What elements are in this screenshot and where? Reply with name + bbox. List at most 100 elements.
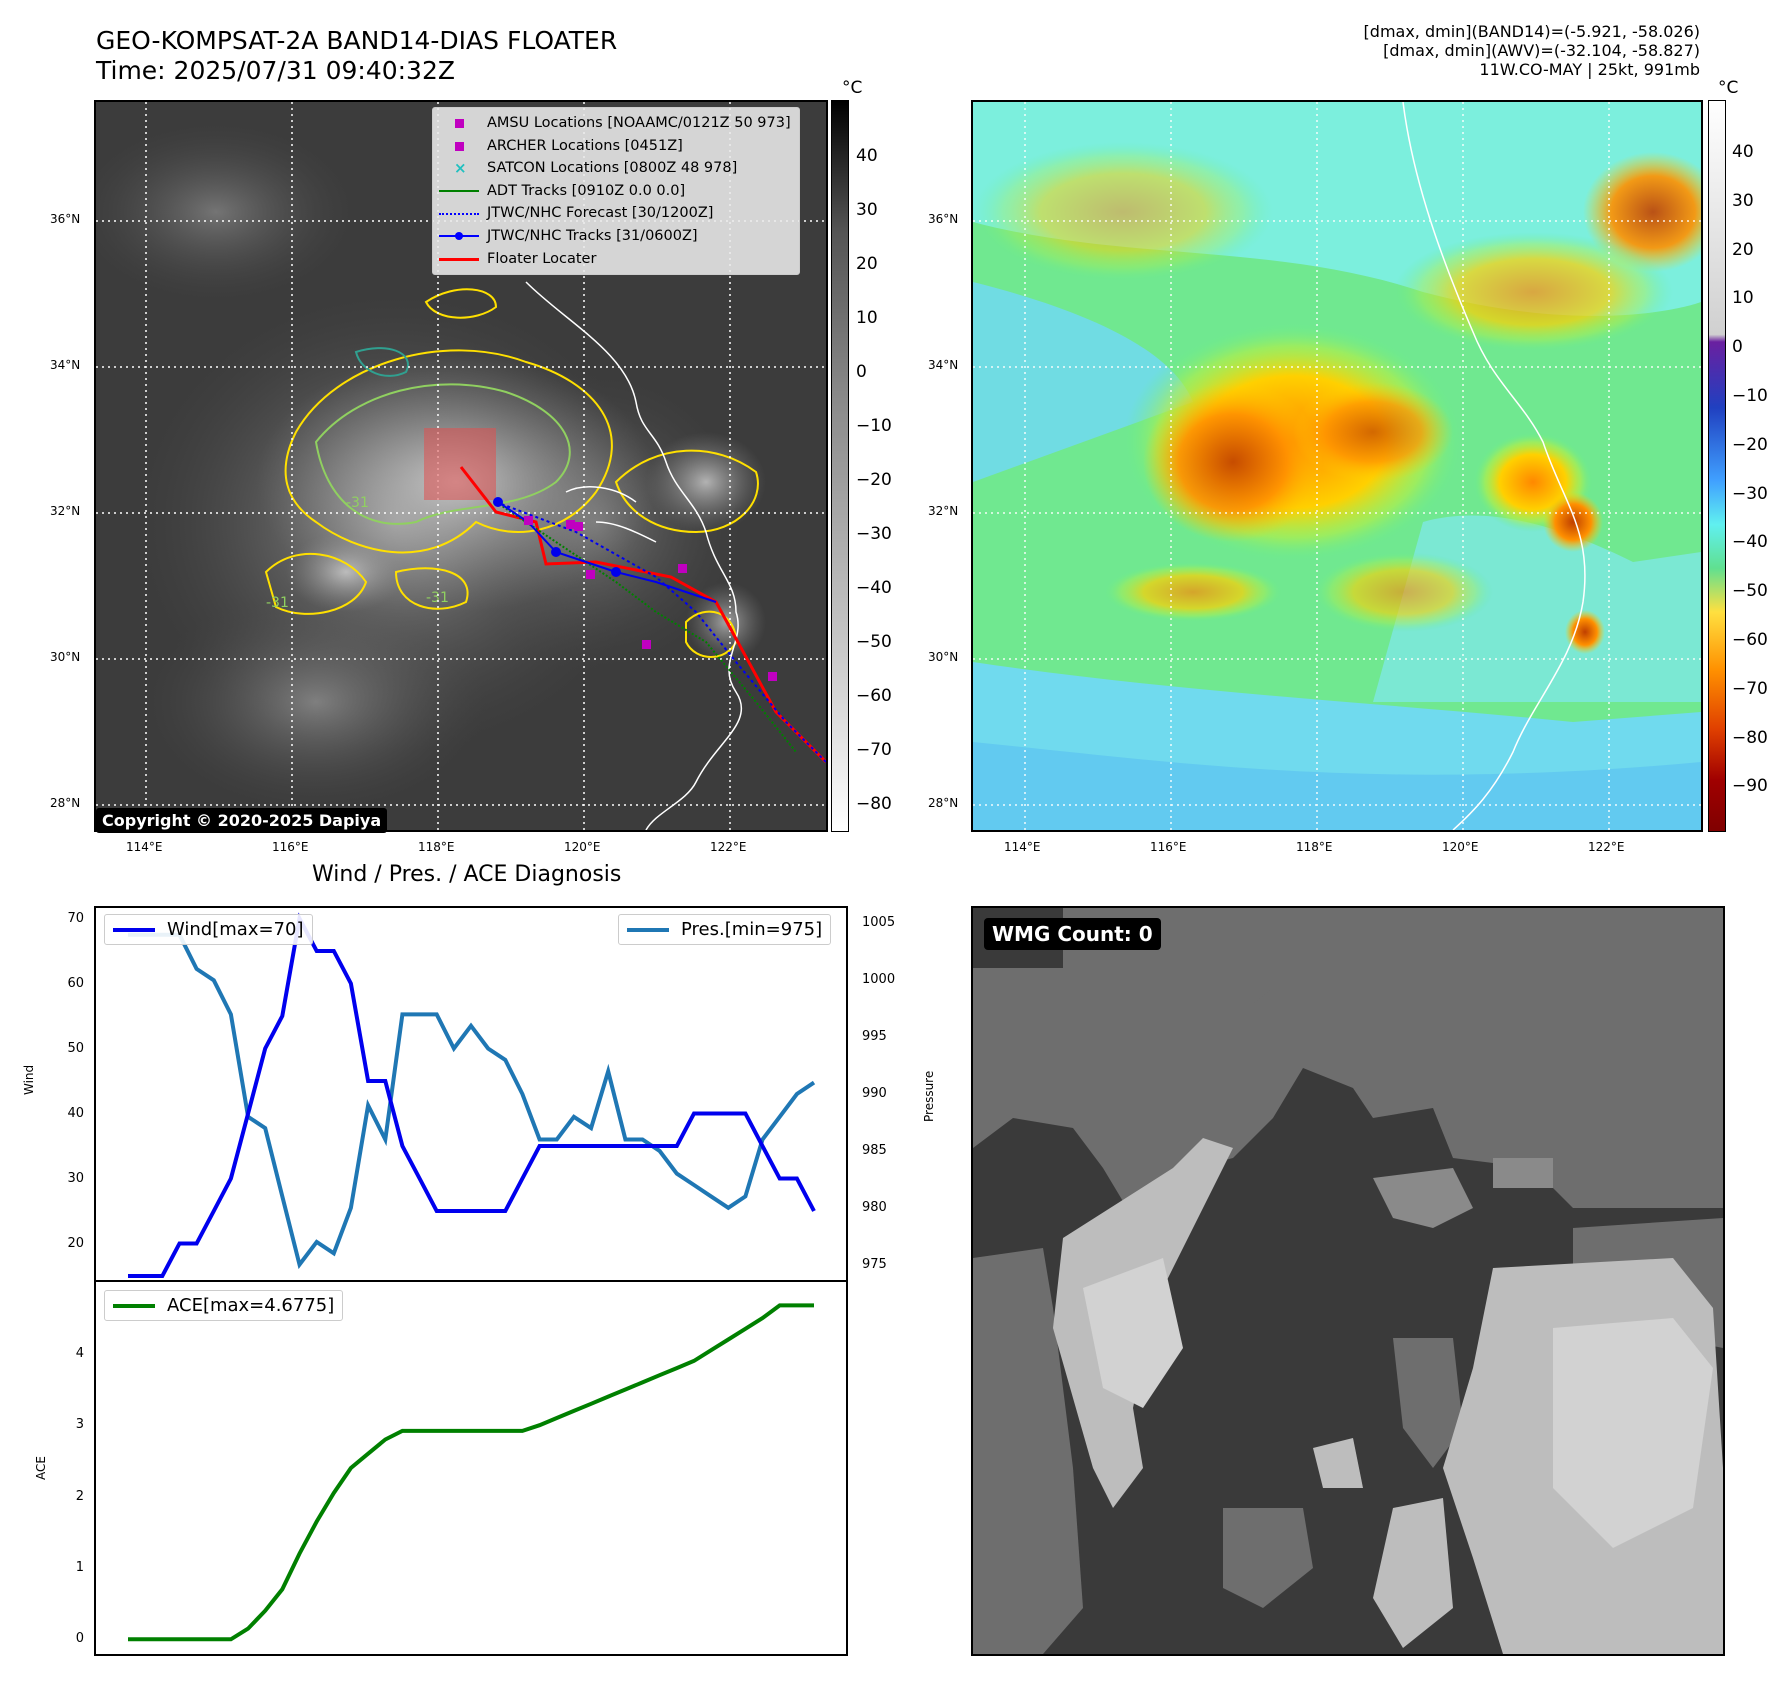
colorbar-tick-label: −10 [856, 416, 892, 436]
colorbar-tick-label: −60 [1732, 630, 1768, 650]
colorbar-tick-label: 40 [856, 146, 878, 166]
colorbar-tick-label: −20 [1732, 434, 1768, 455]
info-line-2: [dmax, dmin](AWV)=(-32.104, -58.827) [1383, 41, 1700, 60]
lat-label: 32°N [928, 504, 959, 518]
colorbar-tick-label: −60 [856, 686, 892, 706]
colorbar-tick-label: 20 [1732, 239, 1754, 260]
lat-label: 36°N [928, 212, 959, 226]
info-line-1: [dmax, dmin](BAND14)=(-5.921, -58.026) [1363, 22, 1700, 41]
axis-tick-label: 1000 [862, 972, 896, 988]
legend-item-floater: Floater Locater [439, 248, 791, 271]
title-line-2: Time: 2025/07/31 09:40:32Z [96, 56, 455, 85]
colorbar-tick-label: −70 [1732, 678, 1768, 699]
pressure-series-line [128, 932, 816, 1270]
colorbar-tick-label: 30 [856, 200, 878, 220]
archer-marker-icon [439, 139, 479, 153]
colorbar-tick-label: −70 [856, 740, 892, 760]
axis-tick-label: 985 [862, 1142, 887, 1158]
colorbar-tick-label: −30 [1732, 483, 1768, 504]
tracks-line-icon [439, 229, 479, 243]
lat-label: 32°N [50, 504, 81, 518]
lat-label: 30°N [928, 650, 959, 664]
legend-item-tracks: JTWC/NHC Tracks [31/0600Z] [439, 225, 791, 248]
ace-legend: ACE[max=4.6775] [104, 1290, 344, 1321]
wmg-panel [971, 906, 1725, 1656]
ace-axis-label: ACE [34, 1456, 48, 1480]
colorbar-tick-label: 0 [1732, 337, 1743, 358]
axis-tick-label: 990 [862, 1086, 887, 1101]
ir-colorbar-unit: °C [842, 78, 863, 98]
axis-tick-label: 40 [67, 1105, 84, 1121]
lon-label: 114°E [126, 840, 163, 854]
lat-label: 34°N [928, 358, 959, 372]
colorbar-tick-label: −90 [1732, 776, 1768, 797]
copyright-badge: Copyright © 2020-2025 Dapiya [96, 808, 388, 833]
axis-tick-label: 980 [862, 1199, 887, 1215]
colorbar-tick-label: 40 [1732, 142, 1754, 162]
colorbar-tick-label: −40 [856, 578, 892, 598]
colorbar-tick-label: −80 [1732, 727, 1768, 748]
axis-tick-label: 3 [75, 1417, 84, 1433]
axis-tick-label: 975 [862, 1256, 887, 1272]
figure-title: GEO-KOMPSAT-2A BAND14-DIAS FLOATER Time: … [96, 26, 617, 86]
pressure-axis-label: Pressure [922, 1070, 936, 1122]
legend-item-forecast: JTWC/NHC Forecast [30/1200Z] [439, 202, 791, 225]
floater-line-icon [439, 252, 479, 266]
lon-label: 118°E [418, 840, 455, 854]
ace-svg [128, 1303, 814, 1642]
title-line-1: GEO-KOMPSAT-2A BAND14-DIAS FLOATER [96, 26, 618, 55]
wv-colorbar-unit: °C [1718, 78, 1739, 98]
diagnosis-title: Wind / Pres. / ACE Diagnosis [312, 862, 622, 887]
colorbar-tick-label: −30 [856, 524, 892, 544]
lon-label: 120°E [1442, 840, 1479, 854]
wind-series-line [128, 912, 816, 1278]
lon-label: 122°E [710, 840, 747, 854]
wind-axis-label: Wind [22, 1064, 36, 1095]
colorbar-tick-label: −10 [1732, 386, 1768, 406]
axis-tick-label: 50 [67, 1040, 84, 1056]
ace-line-icon [113, 1303, 155, 1308]
lat-label: 30°N [50, 650, 81, 664]
ace-series-line [128, 1303, 814, 1642]
axis-tick-label: 1 [75, 1559, 84, 1575]
colorbar-tick-label: 10 [1732, 288, 1754, 309]
colorbar-tick-label: 30 [1732, 190, 1754, 211]
lat-label: 28°N [928, 796, 959, 810]
lat-label: 34°N [50, 358, 81, 372]
lon-label: 114°E [1004, 840, 1041, 854]
axis-tick-label: 70 [67, 910, 84, 926]
colorbar-tick-label: −20 [856, 470, 892, 490]
axis-tick-label: 30 [67, 1170, 84, 1186]
colorbar-tick-label: −50 [856, 632, 892, 652]
wind-legend: Wind[max=70] [104, 914, 313, 945]
lon-label: 120°E [564, 840, 601, 854]
colorbar-tick-label: −50 [1732, 581, 1768, 602]
svg-text:-31: -31 [266, 595, 289, 611]
pressure-legend: Pres.[min=975] [618, 914, 832, 945]
axis-tick-label: 1005 [862, 915, 896, 931]
axis-tick-label: 4 [75, 1345, 84, 1361]
lon-label: 116°E [1150, 840, 1187, 854]
legend-item-amsu: AMSU Locations [NOAAMC/0121Z 50 973] [439, 112, 791, 135]
wmg-count-badge: WMG Count: 0 [984, 918, 1161, 950]
axis-tick-label: 0 [75, 1631, 84, 1647]
forecast-line-icon [439, 207, 479, 221]
wmg-image [973, 908, 1723, 1654]
wind-line-icon [113, 927, 155, 932]
colorbar-tick-label: 10 [856, 308, 878, 328]
axis-tick-label: 995 [862, 1029, 887, 1045]
ir-colorbar [831, 100, 849, 832]
colorbar-tick-label: −80 [856, 794, 892, 814]
stats-info: [dmax, dmin](BAND14)=(-5.921, -58.026) [… [1364, 22, 1700, 79]
svg-text:-31: -31 [426, 590, 449, 606]
legend-item-adt: ADT Tracks [0910Z 0.0 0.0] [439, 180, 791, 203]
wv-colorbar [1708, 100, 1726, 832]
colorbar-tick-label: 20 [856, 254, 878, 274]
axis-tick-label: 60 [67, 975, 84, 991]
ace-plot [94, 1280, 848, 1656]
info-line-3: 11W.CO-MAY | 25kt, 991mb [1479, 60, 1700, 79]
wv-map-panel [971, 100, 1703, 832]
legend-item-satcon: × SATCON Locations [0800Z 48 978] [439, 157, 791, 180]
map-legend: AMSU Locations [NOAAMC/0121Z 50 973] ARC… [432, 107, 800, 276]
legend-item-archer: ARCHER Locations [0451Z] [439, 135, 791, 158]
